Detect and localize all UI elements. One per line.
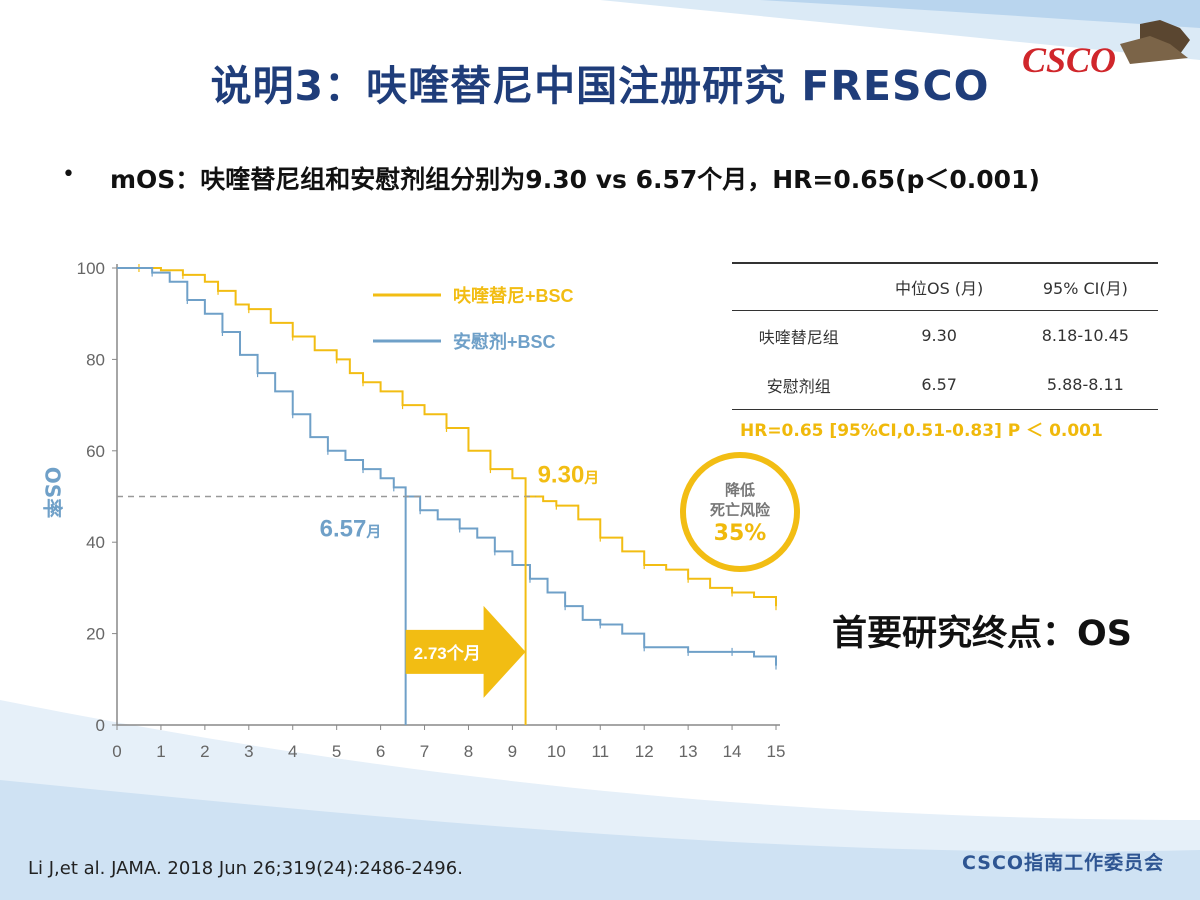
y-tick-label: 40 bbox=[86, 533, 105, 552]
difference-arrow bbox=[405, 605, 526, 698]
ci-header-median: 中位OS (月) bbox=[894, 279, 984, 298]
x-tick-label: 2 bbox=[200, 742, 209, 761]
csco-logo: CSCO bbox=[1022, 20, 1190, 80]
badge-line-1: 降低 bbox=[724, 481, 755, 499]
fruquintinib-median-unit: 月 bbox=[583, 470, 599, 487]
y-tick-label: 0 bbox=[96, 716, 105, 735]
legend-label: 安慰剂+BSC bbox=[453, 331, 556, 352]
summary-bullet: mOS：呋喹替尼组和安慰剂组分别为9.30 vs 6.57个月，HR=0.65(… bbox=[110, 165, 1040, 194]
ci-group-name: 呋喹替尼组 bbox=[758, 327, 839, 347]
primary-endpoint: 首要研究终点：OS bbox=[832, 614, 1132, 654]
ci-table: 中位OS (月) 95% CI(月) 呋喹替尼组 9.30 8.18-10.45… bbox=[732, 262, 1158, 410]
ci-header-ci: 95% CI(月) bbox=[1042, 279, 1128, 298]
y-tick-label: 80 bbox=[86, 350, 105, 369]
y-tick-label: 100 bbox=[77, 259, 105, 278]
y-tick-label: 20 bbox=[86, 625, 105, 644]
logo-text: CSCO bbox=[1022, 40, 1116, 80]
badge-line-2: 死亡风险 bbox=[709, 501, 770, 519]
x-tick-label: 8 bbox=[464, 742, 473, 761]
ci-header-blank bbox=[732, 263, 866, 311]
x-tick-label: 14 bbox=[723, 742, 742, 761]
x-tick-label: 5 bbox=[332, 742, 341, 761]
badge-value: 35% bbox=[713, 521, 767, 546]
ci-interval-value: 8.18-10.45 bbox=[1041, 326, 1129, 345]
x-tick-label: 1 bbox=[156, 742, 165, 761]
page-title: 说明3：呋喹替尼中国注册研究 FRESCO bbox=[210, 62, 990, 110]
km-curve-fruquintinib bbox=[117, 267, 777, 607]
x-tick-label: 0 bbox=[112, 742, 121, 761]
x-tick-label: 13 bbox=[679, 742, 698, 761]
placebo-median-unit: 月 bbox=[365, 524, 381, 541]
committee-label: CSCO指南工作委员会 bbox=[962, 852, 1165, 874]
ci-table-header-row: 中位OS (月) 95% CI(月) bbox=[732, 263, 1158, 311]
risk-reduction-badge: 降低 死亡风险 35% bbox=[680, 452, 800, 572]
x-tick-label: 12 bbox=[635, 742, 654, 761]
ci-median-value: 6.57 bbox=[921, 375, 957, 394]
x-tick-label: 11 bbox=[591, 742, 609, 761]
hazard-ratio-text: HR=0.65 [95%CI,0.51-0.83] P ＜ 0.001 bbox=[740, 421, 1103, 441]
ci-interval-value: 5.88-8.11 bbox=[1046, 375, 1124, 394]
fruquintinib-median-label: 9.30月 bbox=[538, 462, 600, 489]
x-tick-label: 9 bbox=[508, 742, 517, 761]
x-tick-label: 7 bbox=[420, 742, 429, 761]
table-row: 安慰剂组 6.57 5.88-8.11 bbox=[732, 360, 1158, 410]
bullet-marker: • bbox=[62, 162, 75, 187]
y-tick-label: 60 bbox=[86, 442, 105, 461]
ci-median-value: 9.30 bbox=[921, 326, 957, 345]
placebo-median-label: 6.57月 bbox=[320, 516, 382, 543]
km-curve-placebo bbox=[117, 267, 777, 666]
ci-group-name: 安慰剂组 bbox=[766, 376, 831, 396]
y-axis-label: OS率 bbox=[40, 466, 65, 519]
x-tick-label: 6 bbox=[376, 742, 385, 761]
x-tick-label: 3 bbox=[244, 742, 253, 761]
x-tick-label: 10 bbox=[547, 742, 566, 761]
citation: Li J,et al. JAMA. 2018 Jun 26;319(24):24… bbox=[28, 858, 463, 879]
x-tick-label: 4 bbox=[288, 742, 297, 761]
table-row: 呋喹替尼组 9.30 8.18-10.45 bbox=[732, 311, 1158, 361]
x-tick-label: 15 bbox=[767, 742, 786, 761]
legend-label: 呋喹替尼+BSC bbox=[453, 285, 574, 306]
difference-label: 2.73个月 bbox=[414, 643, 481, 663]
